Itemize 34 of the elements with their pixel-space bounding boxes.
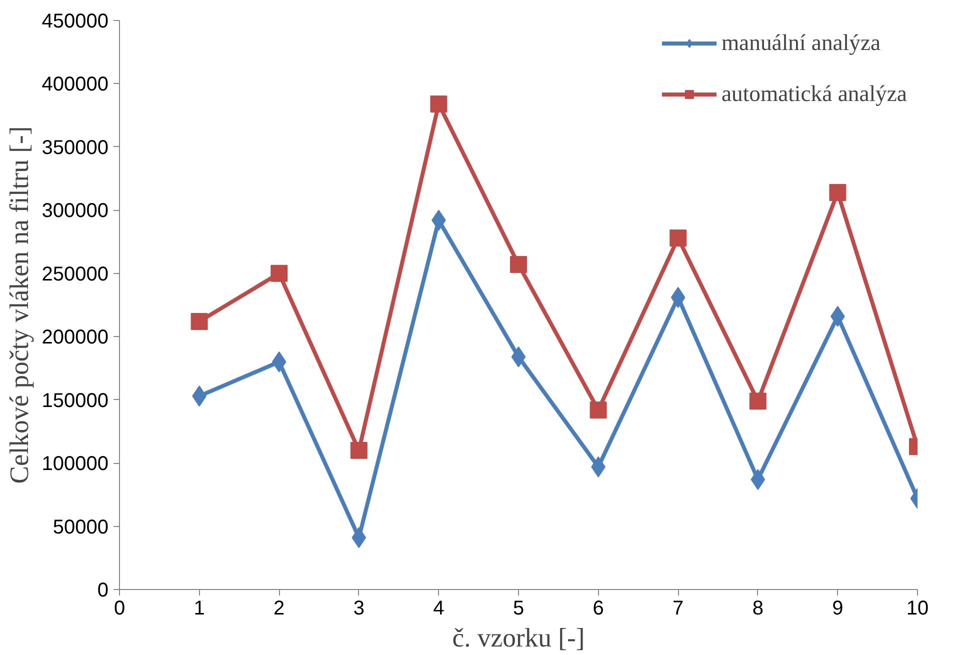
point	[590, 401, 607, 418]
x-tick-label: 6	[592, 598, 604, 620]
x-tick-label: 0	[114, 598, 126, 620]
legend-label: automatická analýza	[721, 81, 907, 107]
y-tick-label: 0	[97, 580, 108, 602]
y-tick-label: 300000	[42, 200, 109, 222]
y-tick-label: 450000	[42, 10, 109, 32]
x-tick-label: 3	[353, 598, 364, 620]
y-axis-title: Celkové počty vláken na filtru [-]	[4, 126, 34, 484]
legend-label: manuální analýza	[721, 30, 881, 56]
point	[430, 95, 448, 112]
x-tick-label: 10	[906, 598, 929, 620]
point	[670, 229, 687, 246]
x-tick-label: 8	[752, 598, 764, 620]
x-axis-title: č. vzorku [-]	[452, 622, 585, 652]
point	[190, 312, 208, 330]
point	[270, 264, 288, 282]
x-tick-label: 2	[274, 598, 285, 620]
y-tick-label: 150000	[42, 390, 109, 412]
x-tick-label: 7	[672, 598, 684, 620]
x-tick-label: 5	[512, 598, 524, 620]
y-tick-label: 200000	[42, 326, 109, 349]
y-tick-label: 50000	[52, 516, 109, 538]
x-tick-label: 9	[832, 598, 844, 620]
point	[749, 392, 766, 410]
x-tick-label: 1	[194, 598, 205, 620]
point	[350, 442, 368, 459]
x-tick-label: 4	[433, 598, 444, 620]
y-tick-label: 350000	[42, 136, 109, 159]
y-tick-label: 250000	[42, 263, 109, 286]
point	[829, 184, 846, 201]
y-tick-label: 400000	[42, 74, 109, 96]
point	[510, 256, 527, 274]
y-tick-label: 100000	[42, 453, 109, 476]
